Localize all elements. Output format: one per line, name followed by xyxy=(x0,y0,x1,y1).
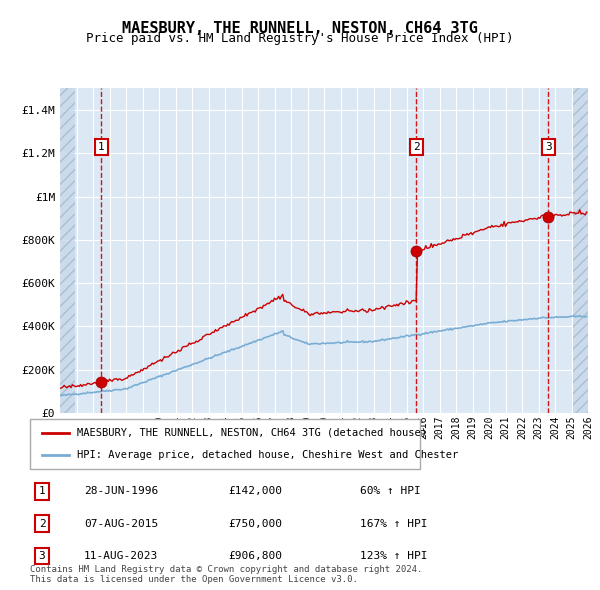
Text: 07-AUG-2015: 07-AUG-2015 xyxy=(84,519,158,529)
Text: 167% ↑ HPI: 167% ↑ HPI xyxy=(360,519,427,529)
Text: 60% ↑ HPI: 60% ↑ HPI xyxy=(360,486,421,496)
Text: 2: 2 xyxy=(413,142,420,152)
Text: 1: 1 xyxy=(38,486,46,496)
Text: Price paid vs. HM Land Registry's House Price Index (HPI): Price paid vs. HM Land Registry's House … xyxy=(86,32,514,45)
Text: Contains HM Land Registry data © Crown copyright and database right 2024.
This d: Contains HM Land Registry data © Crown c… xyxy=(30,565,422,584)
Text: 2: 2 xyxy=(38,519,46,529)
Text: £142,000: £142,000 xyxy=(228,486,282,496)
Text: 3: 3 xyxy=(38,551,46,561)
Text: £750,000: £750,000 xyxy=(228,519,282,529)
Text: 11-AUG-2023: 11-AUG-2023 xyxy=(84,551,158,561)
Text: MAESBURY, THE RUNNELL, NESTON, CH64 3TG: MAESBURY, THE RUNNELL, NESTON, CH64 3TG xyxy=(122,21,478,35)
Bar xyxy=(60,88,75,413)
FancyBboxPatch shape xyxy=(30,419,420,469)
Text: 3: 3 xyxy=(545,142,552,152)
Text: HPI: Average price, detached house, Cheshire West and Chester: HPI: Average price, detached house, Ches… xyxy=(77,450,458,460)
Text: MAESBURY, THE RUNNELL, NESTON, CH64 3TG (detached house): MAESBURY, THE RUNNELL, NESTON, CH64 3TG … xyxy=(77,428,427,438)
Text: 28-JUN-1996: 28-JUN-1996 xyxy=(84,486,158,496)
Text: £906,800: £906,800 xyxy=(228,551,282,561)
Text: 123% ↑ HPI: 123% ↑ HPI xyxy=(360,551,427,561)
Bar xyxy=(573,88,588,413)
Text: 1: 1 xyxy=(98,142,104,152)
